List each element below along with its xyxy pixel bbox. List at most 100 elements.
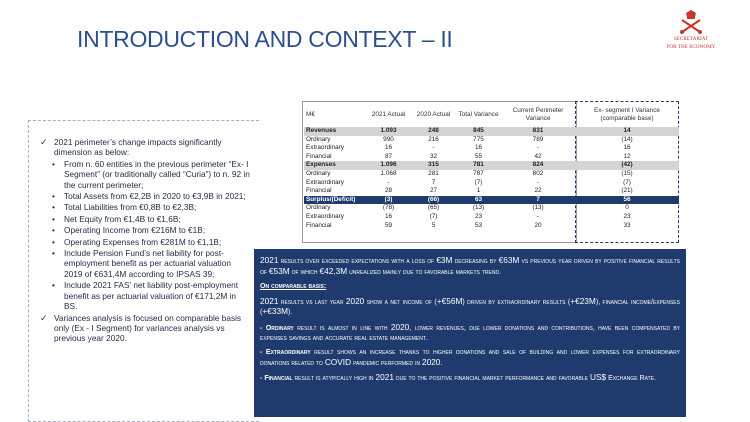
table-cell: (13) — [472, 204, 485, 212]
bullet-dot-icon: • — [52, 236, 55, 247]
table-cell: 5 — [431, 221, 436, 229]
table-cell: 32 — [429, 152, 438, 160]
row-label: Extraordinary — [306, 178, 345, 186]
table-cell: 53 — [474, 221, 483, 229]
check-icon: ✓ — [40, 312, 48, 323]
table-cell: 1.096 — [366, 161, 411, 170]
sub-bullet: • Net Equity from €1,4B to €1,6B; — [52, 213, 181, 224]
table-row: Financial 87 32 55 42 12 — [304, 153, 679, 162]
commentary-box: 2021 results over exceeded expectations … — [254, 249, 686, 417]
bullet-dot-icon: • — [52, 280, 55, 291]
bullet-dot-icon: • — [52, 225, 55, 236]
sub-bullet: • Include Pension Fund’s net liability fo… — [52, 248, 231, 279]
table-row: Extraordinary 16 - 16 - 16 — [304, 144, 679, 153]
row-label: Ordinary — [306, 170, 331, 178]
table-cell: 802 — [532, 170, 544, 178]
check-icon: ✓ — [40, 137, 48, 147]
table-cell: 248 — [411, 127, 456, 136]
column-header: Ex- segment I Variance (comparable base) — [594, 107, 660, 122]
table-row: Ordinary (78) (65) (13) (13) 0 — [304, 204, 679, 213]
row-label: Ordinary — [306, 135, 331, 143]
table-cell: 63 — [456, 195, 501, 205]
table-cell: - — [536, 213, 540, 221]
table-frame — [302, 101, 577, 243]
table-cell: (15) — [621, 170, 633, 178]
table-cell: 787 — [473, 170, 484, 178]
table-row: Ordinary 1.068 281 787 802 (15) — [304, 170, 679, 179]
table-cell: 16 — [384, 213, 393, 221]
bullet-item: ✓ 2021 perimeter’s change impacts signifi… — [40, 137, 222, 158]
table-cell: 824 — [501, 161, 575, 170]
table-cell: 33 — [623, 221, 631, 229]
row-label: Expenses — [304, 161, 366, 170]
table-cell: 831 — [501, 127, 575, 136]
table-cell: (7) — [623, 178, 631, 186]
row-label: Extraordinary — [306, 213, 345, 221]
table-cell: 0 — [625, 204, 629, 212]
slide-title: INTRODUCTION AND CONTEXT – II — [77, 26, 453, 52]
table-cell: 789 — [532, 135, 544, 143]
sub-bullet: • Total Liabilities from €0,8B to €2,3B; — [52, 202, 197, 213]
sub-bullet: • Operating Income from €216M to €1B; — [52, 225, 206, 236]
bullet-dot-icon: • — [52, 158, 55, 169]
table-cell: 16 — [623, 144, 631, 152]
column-header: 2021 Actual — [371, 110, 406, 118]
table-row: Extraordinary - 7 (7) - (7) — [304, 179, 679, 188]
sub-bullet: • Total Assets from €2,2B in 2020 to €3,9… — [52, 191, 246, 202]
table-cell: 781 — [456, 161, 501, 170]
table-cell: 1.093 — [366, 127, 411, 136]
table-cell: 216 — [428, 135, 439, 143]
commentary-paragraph: 2021 results vs last year 2020 show a ne… — [260, 295, 680, 317]
table-cell: - — [387, 178, 390, 186]
table-cell: 12 — [623, 152, 631, 160]
table-cell: 56 — [575, 195, 679, 205]
keys-emblem-icon — [680, 10, 702, 34]
table-cell: 55 — [474, 152, 483, 160]
table-cell: (65) — [427, 204, 440, 212]
table-cell: 14 — [575, 127, 679, 136]
table-cell: 281 — [428, 170, 439, 178]
logo-text-line2: FOR THE ECONOMY — [666, 44, 716, 50]
table-cell: 23 — [474, 213, 483, 221]
row-label: Surplus/(Deficit) — [304, 195, 366, 205]
table-cell: 7 — [431, 178, 436, 186]
column-header: Current Perimeter Variance — [512, 107, 564, 122]
table-row: Ordinary 990 216 775 789 (14) — [304, 136, 679, 145]
bullet-list: ✓ 2021 perimeter’s change impacts signifi… — [40, 137, 250, 345]
column-header: M€ — [306, 110, 315, 118]
table-row: Extraordinary 16 (7) 23 - 23 — [304, 213, 679, 222]
table-cell: 23 — [623, 213, 631, 221]
table-cell: 20 — [534, 221, 542, 229]
commentary-heading: On comparable basis: — [260, 282, 327, 291]
sub-bullet: • Include 2021 FAS’ net liability post-em… — [52, 280, 239, 312]
table-cell: (14) — [621, 135, 633, 143]
commentary-paragraph: - Financial result is atypically high in… — [260, 372, 656, 383]
table-header-row: M€ 2021 Actual 2020 Actual Total Varianc… — [304, 103, 679, 127]
table-cell: 7 — [501, 195, 575, 205]
logo: SECRETARIAT FOR THE ECONOMY — [655, 10, 727, 50]
table-cell: 27 — [429, 187, 438, 195]
table-cell: 87 — [384, 152, 393, 160]
table-cell: 16 — [384, 144, 393, 152]
table-cell: 1.068 — [380, 170, 397, 178]
table-cell: (7) — [474, 178, 483, 186]
table-cell: 42 — [534, 152, 542, 160]
bullet-dot-icon: • — [52, 213, 55, 224]
bullet-dot-icon: • — [52, 191, 55, 202]
table-cell: 59 — [384, 221, 393, 229]
table-cell: (3) — [366, 195, 411, 205]
logo-text-line1: SECRETARIAT — [673, 36, 709, 42]
table-row: Financial 28 27 1 22 (21) — [304, 187, 679, 196]
table-cell: (13) — [532, 204, 544, 212]
financial-table: M€ 2021 Actual 2020 Actual Total Varianc… — [304, 103, 679, 230]
sub-bullet: • Operating Expenses from €281M to €1,1B; — [52, 236, 222, 247]
table-cell: 1 — [476, 187, 481, 195]
bullet-item: ✓ Variances analysis is focused on compar… — [40, 312, 242, 344]
row-label: Financial — [306, 221, 332, 229]
table-cell: (66) — [411, 195, 456, 205]
table-row: Expenses 1.096 315 781 824 (42) — [304, 161, 679, 170]
table-row: Revenues 1.093 248 845 831 14 — [304, 127, 679, 136]
table-cell: 775 — [473, 135, 484, 143]
table-cell: (21) — [621, 187, 633, 195]
bullet-dot-icon: • — [52, 248, 55, 259]
